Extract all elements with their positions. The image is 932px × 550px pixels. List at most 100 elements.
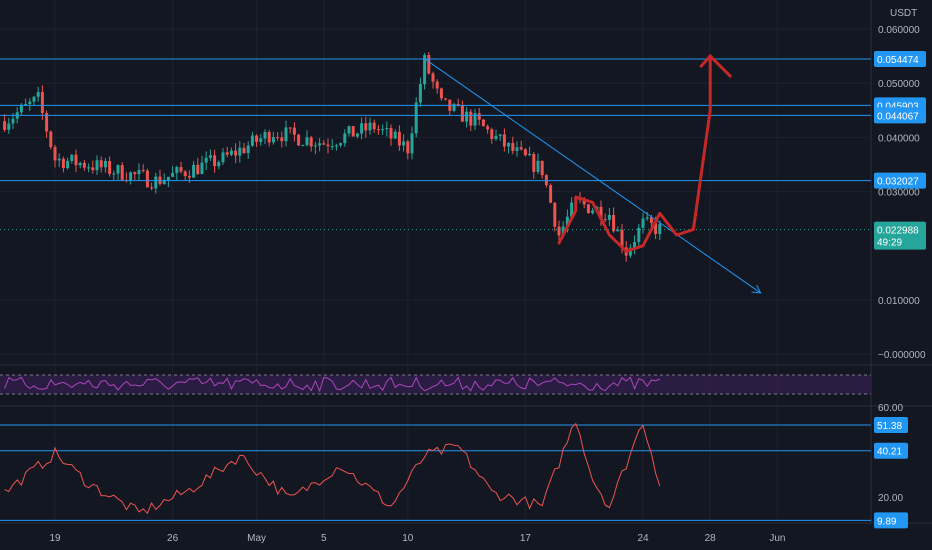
- x-tick-label: 24: [637, 533, 649, 544]
- candle-body: [561, 226, 565, 236]
- candle-body: [637, 227, 641, 242]
- oscillator-level-badge: [874, 442, 908, 459]
- candle-body: [423, 55, 427, 85]
- candle-body: [271, 137, 275, 143]
- y-tick-label: 0.030000: [878, 188, 920, 199]
- candle-body: [402, 141, 406, 146]
- candle-body: [40, 92, 44, 114]
- candle-body: [108, 160, 112, 174]
- candle-body: [133, 172, 137, 175]
- level-badge-label: 0.044067: [877, 111, 919, 122]
- candle-body: [586, 204, 590, 214]
- candle-body: [103, 160, 107, 168]
- candle-body: [486, 126, 490, 130]
- candle-body: [364, 123, 368, 131]
- candle-body: [406, 141, 410, 154]
- candle-body: [452, 104, 456, 111]
- x-tick-label: May: [247, 533, 266, 544]
- level-badge: [874, 50, 926, 67]
- x-tick-label: 28: [705, 533, 717, 544]
- candle-body: [649, 217, 653, 224]
- candle-body: [528, 154, 532, 156]
- y-tick-label: 0.050000: [878, 79, 920, 90]
- candle-body: [200, 162, 204, 174]
- x-tick-label: 10: [402, 533, 414, 544]
- candle-body: [381, 129, 385, 131]
- x-tick-label: 17: [520, 533, 532, 544]
- candle-body: [603, 219, 607, 221]
- candle-body: [3, 121, 7, 130]
- candle-body: [246, 145, 250, 153]
- candle-body: [385, 128, 389, 130]
- candle-body: [431, 73, 435, 82]
- candle-body: [284, 127, 288, 142]
- candle-body: [620, 229, 624, 248]
- candle-body: [36, 92, 40, 97]
- candle-body: [292, 127, 296, 135]
- candle-body: [112, 173, 116, 175]
- candle-body: [242, 147, 246, 153]
- candle-body: [410, 133, 414, 154]
- candle-body: [628, 247, 632, 256]
- candle-body: [334, 145, 338, 147]
- candle-body: [498, 134, 502, 136]
- candle-body: [591, 210, 595, 214]
- candle-body: [225, 152, 229, 155]
- candle-body: [540, 160, 544, 176]
- candle-body: [427, 55, 431, 74]
- candle-body: [322, 143, 326, 145]
- candle-body: [297, 134, 301, 146]
- candle-body: [187, 176, 191, 178]
- candle-body: [515, 147, 519, 151]
- candle-body: [519, 147, 523, 150]
- x-tick-label: 19: [49, 533, 61, 544]
- candle-body: [347, 126, 351, 134]
- candle-body: [469, 111, 473, 126]
- candle-body: [11, 118, 15, 124]
- candle-body: [343, 133, 347, 144]
- candle-body: [276, 137, 280, 139]
- candle-body: [473, 113, 477, 126]
- candle-body: [288, 127, 292, 129]
- oscillator-level-label: 40.21: [877, 447, 902, 458]
- x-tick-label: 5: [321, 533, 327, 544]
- oscillator-level-badge: [874, 512, 908, 529]
- candle-body: [66, 160, 70, 169]
- current-price-badge: [874, 221, 926, 250]
- projection-path: [557, 54, 712, 253]
- candle-body: [238, 147, 242, 156]
- trend-line: [424, 58, 761, 294]
- rsi-line: [4, 376, 660, 393]
- level-badge: [874, 172, 926, 189]
- candle-body: [658, 224, 662, 235]
- candle-body: [49, 131, 53, 148]
- candle-body: [494, 135, 498, 140]
- oscillator-y-tick: 20.00: [878, 493, 903, 504]
- candle-body: [507, 142, 511, 147]
- y-tick-label: 0.010000: [878, 296, 920, 307]
- rsi-band: [0, 375, 871, 394]
- candle-body: [280, 137, 284, 142]
- candle-body: [91, 167, 95, 171]
- candle-body: [326, 144, 330, 147]
- candle-body: [116, 165, 120, 174]
- candle-body: [389, 128, 393, 139]
- candle-body: [351, 126, 355, 137]
- candle-body: [259, 138, 263, 142]
- candle-body: [360, 123, 364, 134]
- candle-body: [553, 202, 557, 227]
- candle-body: [250, 135, 254, 146]
- candle-body: [57, 158, 61, 161]
- trend-line-arrowhead: [751, 284, 762, 294]
- candle-body: [654, 223, 658, 235]
- candle-body: [137, 170, 141, 175]
- candle-body: [78, 162, 82, 166]
- candle-body: [234, 150, 238, 156]
- candle-body: [418, 84, 422, 103]
- level-badge-label: 0.032027: [877, 177, 919, 188]
- candle-countdown: 49:29: [877, 238, 902, 249]
- x-tick-label: 26: [167, 533, 179, 544]
- candle-body: [393, 131, 397, 139]
- candle-body: [145, 170, 149, 188]
- candle-body: [208, 155, 212, 158]
